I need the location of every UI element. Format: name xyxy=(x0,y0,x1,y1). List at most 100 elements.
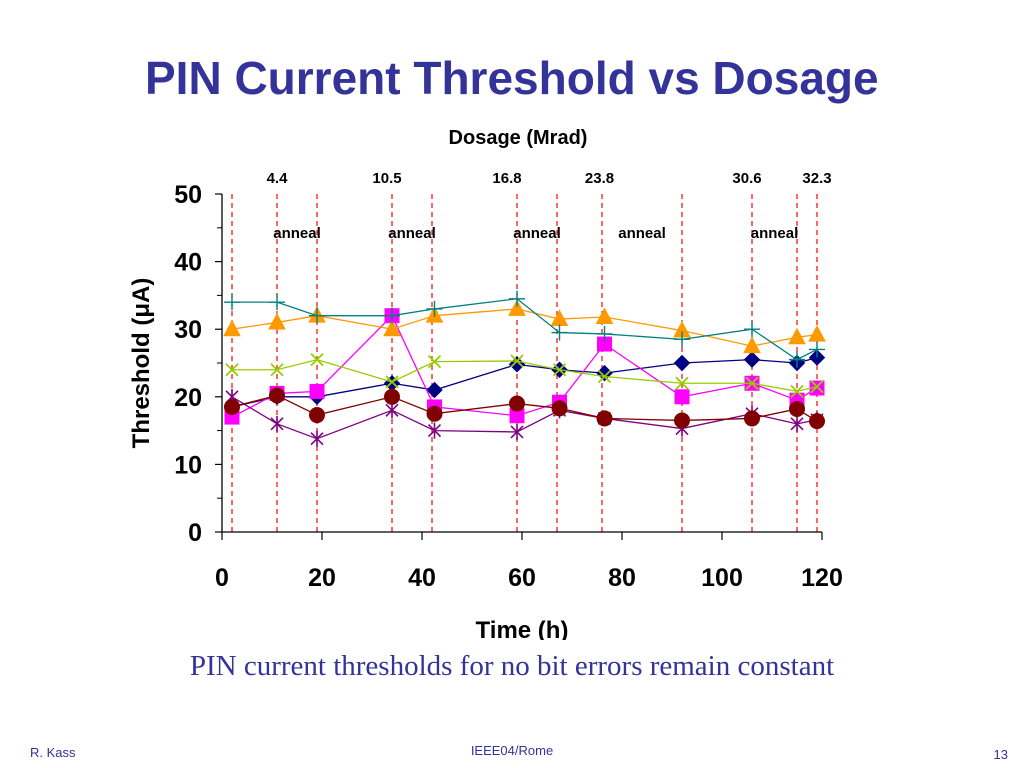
series-marker xyxy=(744,410,760,427)
series-marker xyxy=(385,402,399,419)
series-marker xyxy=(269,387,285,404)
dosage-label: 30.6 xyxy=(732,170,761,187)
series-marker xyxy=(310,352,324,367)
y-tick-label: 50 xyxy=(174,181,202,209)
chart-axes xyxy=(215,193,823,540)
x-tick-label: 40 xyxy=(408,564,436,592)
series-marker xyxy=(743,351,761,368)
series-marker xyxy=(383,319,401,337)
series-marker xyxy=(309,307,325,324)
page-number: 13 xyxy=(993,747,1008,762)
series-marker xyxy=(596,410,613,427)
series-marker xyxy=(383,375,401,392)
reference-lines xyxy=(231,194,818,532)
x-tick-label: 100 xyxy=(701,564,743,592)
x-tick-label: 60 xyxy=(508,564,536,592)
series-marker xyxy=(510,423,524,440)
series-plus xyxy=(224,290,825,368)
series-marker xyxy=(509,290,525,307)
slide-subtitle: PIN current thresholds for no bit errors… xyxy=(189,650,835,682)
series-marker xyxy=(426,300,443,317)
series-marker xyxy=(426,381,443,399)
anneal-label: anneal xyxy=(618,225,666,242)
footer-author: R. Kass xyxy=(30,745,76,760)
series-marker xyxy=(596,325,613,342)
y-tick-label: 20 xyxy=(174,384,202,412)
series-marker xyxy=(790,415,804,432)
series-marker xyxy=(674,331,690,348)
series-marker xyxy=(743,336,761,354)
y-axis-title: Threshold (μA) xyxy=(128,278,155,449)
series-marker xyxy=(675,376,689,390)
dosage-label: 16.8 xyxy=(492,170,521,187)
threshold-chart: 0 10 20 30 40 50 0 20 40 60 80 100 120 Time (h) Thresh… xyxy=(128,127,843,640)
series-marker xyxy=(789,400,805,417)
anneal-label: anneal xyxy=(751,225,799,242)
anneal-label: anneal xyxy=(273,225,321,242)
series-line xyxy=(231,308,818,347)
series-marker xyxy=(808,325,826,342)
series-marker xyxy=(674,412,690,429)
footer-conference: IEEE04/Rome xyxy=(470,743,554,758)
series-line xyxy=(231,396,818,440)
series-marker xyxy=(597,369,612,384)
series-marker xyxy=(508,356,526,373)
series-marker xyxy=(809,341,825,358)
series-marker xyxy=(809,413,825,430)
series-marker xyxy=(224,398,240,415)
dosage-label: 10.5 xyxy=(372,170,401,187)
series-marker xyxy=(224,294,240,311)
series-circle xyxy=(224,387,825,430)
x-tick-label: 20 xyxy=(308,564,336,592)
series-line xyxy=(232,298,818,361)
series-marker xyxy=(745,376,759,390)
series-marker xyxy=(426,405,443,422)
series-marker xyxy=(270,415,284,432)
y-tick-label: 10 xyxy=(174,451,202,479)
series-marker xyxy=(552,363,567,377)
chart-labels: 0 10 20 30 40 50 0 20 40 60 80 100 120 Time (h) Thresh… xyxy=(128,127,843,640)
series-marker xyxy=(509,395,525,412)
series-marker xyxy=(674,389,690,405)
series-marker xyxy=(673,354,691,372)
series-marker xyxy=(384,388,400,405)
x-tick-label: 80 xyxy=(608,564,636,592)
series-marker xyxy=(595,307,614,325)
series-marker xyxy=(427,422,442,439)
slide-title: PIN Current Threshold vs Dosage xyxy=(145,52,879,104)
y-tick-label: 30 xyxy=(174,316,202,344)
series-marker xyxy=(268,312,286,330)
y-tick-label: 0 xyxy=(188,519,202,547)
series-marker xyxy=(508,299,526,316)
series-marker xyxy=(810,380,824,394)
series-marker xyxy=(510,354,524,368)
chart-series xyxy=(223,290,826,447)
y-tick-label: 40 xyxy=(174,249,202,277)
series-marker xyxy=(596,364,613,382)
series-line xyxy=(232,358,818,393)
series-marker xyxy=(385,375,399,389)
series-marker xyxy=(551,324,568,341)
anneal-label: anneal xyxy=(388,225,436,242)
series-marker xyxy=(384,307,400,324)
series-square xyxy=(224,308,825,425)
series-marker xyxy=(309,383,325,399)
series-marker xyxy=(551,400,568,417)
dosage-label: 4.4 xyxy=(267,170,289,187)
x-tick-label: 0 xyxy=(215,564,229,592)
dosage-label: 32.3 xyxy=(802,170,831,187)
series-marker xyxy=(309,407,325,424)
top-axis-title: Dosage (Mrad) xyxy=(449,127,588,149)
series-marker xyxy=(744,321,760,338)
series-marker xyxy=(808,349,826,366)
x-tick-label: 120 xyxy=(801,564,843,592)
x-axis-title: Time (h) xyxy=(476,617,569,640)
series-marker xyxy=(270,363,284,377)
series-triangle xyxy=(223,299,826,354)
series-cross xyxy=(225,352,824,399)
series-marker xyxy=(788,327,806,345)
series-marker xyxy=(269,294,285,311)
series-marker xyxy=(790,384,804,399)
series-marker xyxy=(310,430,324,447)
series-marker xyxy=(225,363,239,377)
